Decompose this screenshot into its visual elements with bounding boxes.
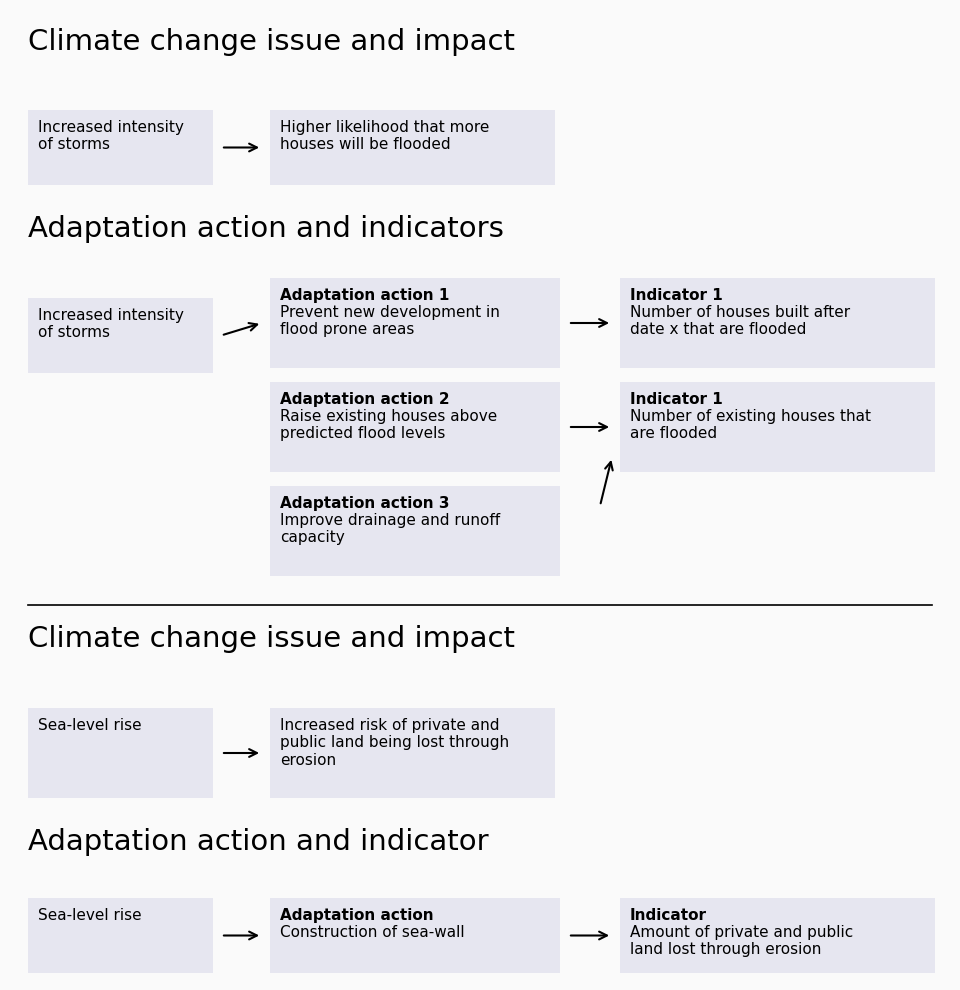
Text: Sea-level rise: Sea-level rise: [38, 908, 142, 923]
Bar: [620, 382, 935, 472]
Text: Improve drainage and runoff
capacity: Improve drainage and runoff capacity: [280, 513, 500, 545]
Text: Adaptation action 3: Adaptation action 3: [280, 496, 449, 511]
Text: Climate change issue and impact: Climate change issue and impact: [28, 625, 515, 653]
Bar: [270, 110, 555, 185]
Text: Raise existing houses above
predicted flood levels: Raise existing houses above predicted fl…: [280, 409, 497, 442]
Text: Sea-level rise: Sea-level rise: [38, 718, 142, 733]
Text: Increased intensity
of storms: Increased intensity of storms: [38, 308, 184, 341]
Bar: [270, 898, 560, 973]
Text: Indicator 1: Indicator 1: [630, 288, 723, 303]
Text: Adaptation action and indicators: Adaptation action and indicators: [28, 215, 504, 243]
Bar: [28, 298, 213, 373]
Bar: [270, 382, 560, 472]
Bar: [270, 708, 555, 798]
Text: Adaptation action: Adaptation action: [280, 908, 434, 923]
Text: Indicator: Indicator: [630, 908, 707, 923]
Bar: [620, 898, 935, 973]
Bar: [28, 110, 213, 185]
Text: Adaptation action and indicator: Adaptation action and indicator: [28, 828, 489, 856]
Bar: [270, 486, 560, 576]
Bar: [28, 898, 213, 973]
Text: Number of houses built after
date x that are flooded: Number of houses built after date x that…: [630, 305, 851, 338]
Text: Adaptation action 1: Adaptation action 1: [280, 288, 449, 303]
Text: Increased intensity
of storms: Increased intensity of storms: [38, 120, 184, 152]
Bar: [620, 278, 935, 368]
Text: Construction of sea-wall: Construction of sea-wall: [280, 925, 465, 940]
Bar: [28, 708, 213, 798]
Text: Increased risk of private and
public land being lost through
erosion: Increased risk of private and public lan…: [280, 718, 509, 768]
Text: Higher likelihood that more
houses will be flooded: Higher likelihood that more houses will …: [280, 120, 490, 152]
Bar: [270, 278, 560, 368]
Text: Number of existing houses that
are flooded: Number of existing houses that are flood…: [630, 409, 871, 442]
Text: Indicator 1: Indicator 1: [630, 392, 723, 407]
Text: Prevent new development in
flood prone areas: Prevent new development in flood prone a…: [280, 305, 500, 338]
Text: Climate change issue and impact: Climate change issue and impact: [28, 28, 515, 56]
Text: Adaptation action 2: Adaptation action 2: [280, 392, 449, 407]
Text: Amount of private and public
land lost through erosion: Amount of private and public land lost t…: [630, 925, 853, 957]
